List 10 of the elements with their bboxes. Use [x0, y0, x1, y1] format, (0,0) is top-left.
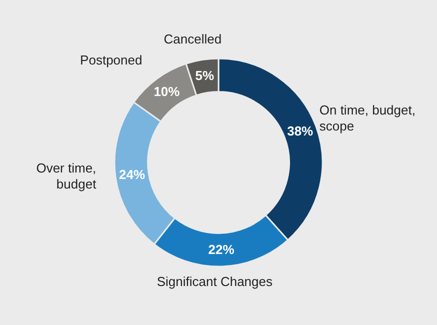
slice-label: Over time, budget [36, 160, 97, 192]
data-label: 38% [287, 123, 314, 138]
slice-label: On time, budget, scope [319, 102, 416, 134]
data-label: 22% [208, 242, 235, 257]
data-label: 24% [119, 166, 146, 182]
slice-label: Significant Changes [156, 274, 273, 289]
slice-label: Cancelled [164, 31, 222, 46]
data-label: 10% [154, 84, 180, 100]
slice-label: Postponed [80, 52, 142, 68]
data-label: 5% [195, 68, 215, 84]
